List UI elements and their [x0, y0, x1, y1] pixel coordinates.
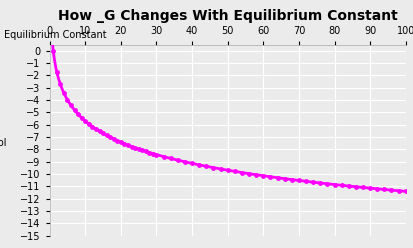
Text: _G
(kJ)/mol: _G (kJ)/mol [0, 125, 7, 148]
Title: How _G Changes With Equilibrium Constant: How _G Changes With Equilibrium Constant [58, 9, 396, 23]
Text: Equilibrium Constant: Equilibrium Constant [4, 30, 107, 40]
